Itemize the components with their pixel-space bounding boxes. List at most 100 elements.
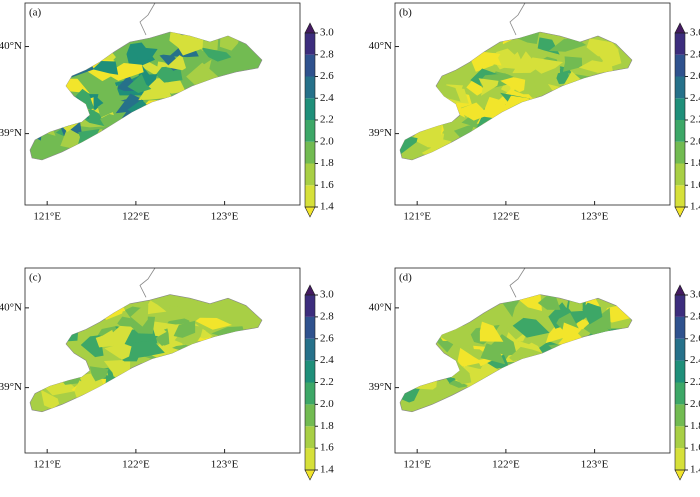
field-patch xyxy=(103,142,128,160)
colorbar-bin xyxy=(675,185,685,207)
colorbar-high xyxy=(674,284,686,296)
field-patch xyxy=(99,113,131,128)
map-panel: (c) 121°E 122°E 123°E 39°N 40°N 1.4 1.6 1.8 2.0 2.… xyxy=(0,267,334,481)
colorbar-bin xyxy=(305,76,315,99)
colorbar-bin xyxy=(675,316,685,339)
field-patch xyxy=(40,389,60,410)
x-tick-label: 121°E xyxy=(33,211,61,223)
colorbar-bin xyxy=(305,295,315,317)
colorbar-tick-label: 1.8 xyxy=(320,157,334,169)
field-patch xyxy=(512,317,550,338)
map-panel: (a) 121°E 122°E 123°E 39°N 40°N 1.4 1.6 1.8 2.0 2.… xyxy=(0,2,334,223)
field-patch xyxy=(506,364,538,387)
x-tick-label: 122°E xyxy=(122,211,150,223)
colorbar-tick-label: 2.6 xyxy=(320,70,334,82)
field-patch xyxy=(249,76,262,95)
field-patch xyxy=(523,378,551,400)
field-patch xyxy=(183,344,213,361)
panel-label: (c) xyxy=(29,272,42,284)
colorbar-bin xyxy=(305,98,315,120)
field-patch xyxy=(200,94,227,119)
x-tick-label: 123°E xyxy=(581,459,609,471)
map-frame xyxy=(24,267,301,454)
field-patch xyxy=(582,334,611,348)
colorbar-tick-label: 2.6 xyxy=(320,332,334,344)
field-patch xyxy=(155,65,183,83)
field-patch xyxy=(95,329,118,348)
border xyxy=(139,2,156,36)
panel-label: (b) xyxy=(399,7,412,19)
colorbar-low xyxy=(674,206,686,218)
field-patch xyxy=(130,304,149,327)
border xyxy=(509,2,526,36)
colorbar-tick-label: 2.4 xyxy=(320,354,334,366)
colorbar-tick-label: 1.4 xyxy=(690,464,700,476)
colorbar-tick-label: 2.6 xyxy=(690,332,700,344)
field-patch xyxy=(168,305,192,322)
field-patch xyxy=(434,84,461,102)
colorbar-bin xyxy=(675,338,685,361)
colorbar-bin xyxy=(305,120,315,142)
colorbar-tick-label: 2.8 xyxy=(320,310,334,322)
colorbar-bin xyxy=(675,54,685,77)
field-patch xyxy=(548,344,581,354)
x-tick-label: 123°E xyxy=(581,211,609,223)
y-tick-label: 39°N xyxy=(0,127,22,139)
field-patch xyxy=(157,112,177,134)
colorbar-bin xyxy=(305,404,315,427)
field-patch xyxy=(200,47,232,62)
x-tick-label: 122°E xyxy=(492,459,520,471)
map-panel: (d) 121°E 122°E 123°E 39°N 40°N 1.4 1.6 1.8 2.0 2.… xyxy=(369,267,700,481)
field-patch xyxy=(104,343,137,360)
colorbar-tick-label: 2.0 xyxy=(320,135,334,147)
colorbar-tick-label: 2.2 xyxy=(690,376,700,388)
field-patch xyxy=(412,370,438,390)
field-patch xyxy=(42,108,57,129)
field-patch xyxy=(47,361,72,372)
field-patch xyxy=(512,51,539,74)
field-patch xyxy=(64,78,90,94)
colorbar-bin xyxy=(305,141,315,164)
colorbar-bin xyxy=(675,448,685,470)
field-patch xyxy=(223,74,248,94)
field-patch xyxy=(174,32,204,56)
colorbar-tick-label: 2.0 xyxy=(320,398,334,410)
colorbar-high xyxy=(304,22,316,34)
colorbar-bin xyxy=(305,33,315,55)
colorbar-bin xyxy=(675,382,685,405)
field-patch xyxy=(599,48,622,71)
field-patch xyxy=(400,387,420,403)
field-patch xyxy=(206,343,242,364)
border xyxy=(509,267,526,298)
field-patch xyxy=(556,87,598,100)
field-patch xyxy=(119,379,141,400)
field-patch xyxy=(87,35,105,52)
colorbar-bin xyxy=(675,120,685,142)
map-panel: (b) 121°E 122°E 123°E 39°N 40°N 1.4 1.6 1.8 2.0 2.… xyxy=(369,2,700,223)
colorbar-bin xyxy=(305,448,315,470)
colorbar-high xyxy=(674,22,686,34)
field-patch xyxy=(50,348,74,367)
colorbar-tick-label: 2.0 xyxy=(690,398,700,410)
colorbar-bin xyxy=(675,141,685,164)
field-patch xyxy=(400,349,418,374)
border xyxy=(139,267,156,298)
field-patch xyxy=(195,80,219,100)
colorbar: 1.4 1.6 1.8 2.0 2.2 2.4 2.6 2.8 3.0 xyxy=(304,22,334,218)
field-patch xyxy=(508,346,544,362)
field-patch xyxy=(533,110,560,121)
field-patch xyxy=(526,101,542,118)
field-patch xyxy=(582,302,603,325)
y-tick-label: 39°N xyxy=(0,381,22,393)
field-patch xyxy=(510,372,544,393)
field-patch xyxy=(425,313,454,329)
colorbar-tick-label: 1.8 xyxy=(690,157,700,169)
colorbar-low xyxy=(304,206,316,218)
x-tick-label: 122°E xyxy=(492,211,520,223)
field-patch xyxy=(492,120,521,136)
field-patch xyxy=(603,305,632,323)
colorbar-tick-label: 1.6 xyxy=(320,442,334,454)
field-patch xyxy=(473,53,502,66)
field-patch xyxy=(158,79,186,94)
